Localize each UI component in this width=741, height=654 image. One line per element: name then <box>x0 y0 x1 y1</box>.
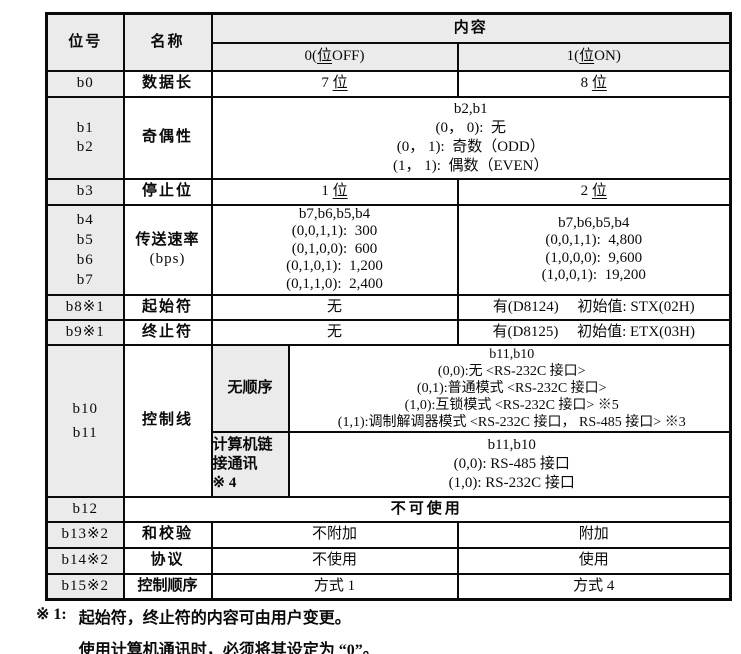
cell-b15-bit: b15※2 <box>45 572 125 601</box>
row-b14: b14※2 协议 不使用 使用 <box>45 546 732 575</box>
cell-b10b11-bit: b10 b11 <box>45 343 125 498</box>
header-row-2: 0(位OFF) 1(位ON) <box>47 41 732 72</box>
header-bit: 位号 <box>45 12 125 72</box>
cell-b13-off: 不附加 <box>210 520 459 549</box>
cell-b14-on: 使用 <box>456 546 732 575</box>
cell-b8-off: 无 <box>210 293 459 321</box>
cell-computerlink-content: b11,b10 (0,0): RS-485 接口 (1,0): RS-232C … <box>287 430 732 498</box>
cell-b9-off: 无 <box>210 318 459 346</box>
cell-b8-bit: b8※1 <box>45 293 125 321</box>
cell-b8-name: 起始符 <box>122 293 213 321</box>
cell-nonprotocol-label: 无顺序 <box>210 343 290 433</box>
cell-b4b7-off: b7,b6,b5,b4 (0,0,1,1): 300 (0,1,0,0): 60… <box>210 203 459 296</box>
footnote-line-1: 起始符，终止符的内容可由用户变更。 <box>78 610 351 627</box>
header-on: 1(位ON) <box>456 41 732 72</box>
row-b8: b8※1 起始符 无 有(D8124) 初始值: STX(02H) <box>45 293 732 321</box>
cell-computerlink-label: 计算机链 接通讯 ※ 4 <box>210 430 290 498</box>
d8120-bit-settings-table: 位号 名称 内容 0(位OFF) 1(位ON) b0 数据长 7 位 8 位 b… <box>45 12 732 601</box>
cell-b3-on: 2 位 <box>456 177 732 206</box>
cell-b9-name: 终止符 <box>122 318 213 346</box>
cell-b8-on: 有(D8124) 初始值: STX(02H) <box>456 293 732 321</box>
cell-b13-name: 和校验 <box>122 520 213 549</box>
row-b3: b3 停止位 1 位 2 位 <box>45 177 732 206</box>
cell-b3-bit: b3 <box>45 177 125 206</box>
cell-b0-off: 7 位 <box>210 69 459 98</box>
cell-b13-on: 附加 <box>456 520 732 549</box>
cell-b0-on: 8 位 <box>456 69 732 98</box>
row-b4-b7: b4 b5 b6 b7 传送速率 (bps) b7,b6,b5,b4 (0,0,… <box>45 203 732 296</box>
cell-b15-on: 方式 4 <box>456 572 732 601</box>
cell-b14-off: 不使用 <box>210 546 459 575</box>
cell-b0-bit: b0 <box>45 69 125 98</box>
cell-b1b2-content: b2,b1 (0， 0): 无 (0， 1): 奇数（ODD） (1， 1): … <box>210 95 732 180</box>
row-b10-b11-computerlink: 计算机链 接通讯 ※ 4 b11,b10 (0,0): RS-485 接口 (1… <box>47 430 732 498</box>
row-b15: b15※2 控制顺序 方式 1 方式 4 <box>45 572 732 601</box>
row-b13: b13※2 和校验 不附加 附加 <box>45 520 732 549</box>
cell-b12-bit: b12 <box>45 495 125 523</box>
row-b10-b11-nonprotocol: b10 b11 控制线 无顺序 b11,b10 (0,0):无 <RS-232C… <box>45 343 732 498</box>
footnote-lines: 起始符，终止符的内容可由用户变更。 使用计算机通讯时，必须将其设定为 “0”。 <box>79 604 379 654</box>
header-off: 0(位OFF) <box>210 41 459 72</box>
cell-b3-off: 1 位 <box>210 177 459 206</box>
cell-b14-bit: b14※2 <box>45 546 125 575</box>
cell-b0-name: 数据长 <box>122 69 213 98</box>
row-b0: b0 数据长 7 位 8 位 <box>45 69 732 98</box>
header-name: 名称 <box>122 12 213 72</box>
cell-b1b2-bit: b1 b2 <box>45 95 125 180</box>
row-b1-b2: b1 b2 奇偶性 b2,b1 (0， 0): 无 (0， 1): 奇数（ODD… <box>45 95 732 180</box>
cell-b10b11-name: 控制线 <box>122 343 213 498</box>
footnote-marker: ※ 1: <box>36 606 67 623</box>
cell-b15-off: 方式 1 <box>210 572 459 601</box>
cell-b4b7-bit: b4 b5 b6 b7 <box>45 203 125 296</box>
footnote-line-2: 使用计算机通讯时，必须将其设定为 “0”。 <box>78 642 379 654</box>
header-content: 内容 <box>210 12 732 44</box>
header-row-1: 位号 名称 内容 <box>45 12 732 72</box>
cell-b14-name: 协议 <box>122 546 213 575</box>
cell-b4b7-name: 传送速率 (bps) <box>122 203 213 296</box>
row-b12: b12 不可使用 <box>45 495 732 523</box>
cell-nonprotocol-content: b11,b10 (0,0):无 <RS-232C 接口> (0,1):普通模式 … <box>287 343 732 433</box>
cell-b1b2-name: 奇偶性 <box>122 95 213 180</box>
cell-b3-name: 停止位 <box>122 177 213 206</box>
cell-b13-bit: b13※2 <box>45 520 125 549</box>
cell-b4b7-on: b7,b6,b5,b4 (0,0,1,1): 4,800 (1,0,0,0): … <box>456 203 732 296</box>
cell-b9-bit: b9※1 <box>45 318 125 346</box>
row-b9: b9※1 终止符 无 有(D8125) 初始值: ETX(03H) <box>45 318 732 346</box>
cell-b12-name: 不可使用 <box>122 495 732 523</box>
footnote: ※ 1: 起始符，终止符的内容可由用户变更。 使用计算机通讯时，必须将其设定为 … <box>36 604 379 654</box>
cell-b15-name: 控制顺序 <box>122 572 213 601</box>
cell-b9-on: 有(D8125) 初始值: ETX(03H) <box>456 318 732 346</box>
